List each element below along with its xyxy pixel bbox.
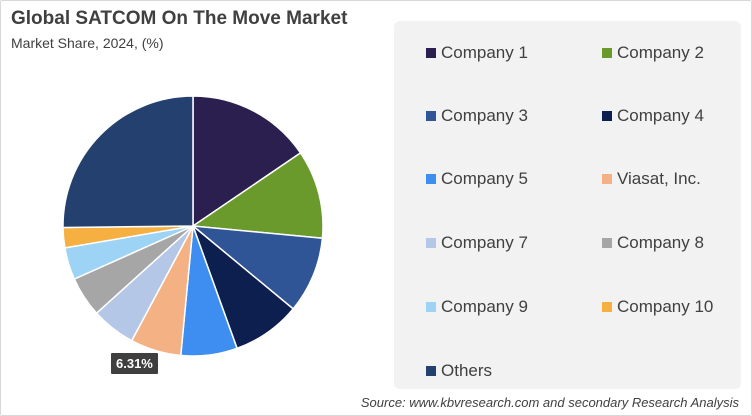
pie-chart [62, 95, 324, 357]
legend-swatch [426, 238, 436, 248]
legend: Company 1 Company 2 Company 3 Company 4 Comp… [394, 21, 741, 389]
legend-item-company-5: Company 5 [426, 169, 528, 189]
legend-item-company-9: Company 9 [426, 297, 528, 317]
legend-swatch [602, 111, 612, 121]
pie-slice-company-2 [190, 151, 324, 240]
legend-item-company-3: Company 3 [426, 106, 528, 126]
legend-item-company-2: Company 2 [602, 43, 704, 63]
pie-slice-others [62, 95, 194, 229]
viasat-data-label: 6.31% [111, 353, 158, 374]
legend-swatch [426, 302, 436, 312]
legend-label: Viasat, Inc. [617, 169, 701, 188]
legend-swatch [602, 238, 612, 248]
chart-subtitle: Market Share, 2024, (%) [11, 35, 164, 51]
legend-swatch [426, 366, 436, 376]
legend-item-company-8: Company 8 [602, 233, 704, 253]
legend-item-company-1: Company 1 [426, 43, 528, 63]
legend-item-company-7: Company 7 [426, 233, 528, 253]
legend-label: Company 10 [617, 297, 714, 316]
pie-slice-company-3 [190, 225, 324, 310]
legend-label: Company 4 [617, 106, 704, 125]
pie-slice-company-1 [192, 95, 302, 228]
legend-item-company-4: Company 4 [602, 106, 704, 126]
source-note: Source: www.kbvresearch.com and secondar… [360, 395, 739, 410]
legend-label: Company 7 [441, 233, 528, 252]
legend-label: Company 2 [617, 43, 704, 62]
pie-slices [62, 95, 324, 357]
legend-swatch [426, 174, 436, 184]
legend-label: Company 9 [441, 297, 528, 316]
legend-item-others: Others [426, 361, 492, 381]
legend-swatch [602, 302, 612, 312]
legend-label: Company 3 [441, 106, 528, 125]
legend-swatch [426, 48, 436, 58]
legend-label: Company 1 [441, 43, 528, 62]
legend-item-viasat-inc: Viasat, Inc. [602, 169, 701, 189]
chart-title: Global SATCOM On The Move Market [11, 8, 348, 29]
legend-label: Company 8 [617, 233, 704, 252]
legend-label: Company 5 [441, 169, 528, 188]
legend-swatch [426, 111, 436, 121]
legend-item-company-10: Company 10 [602, 297, 713, 317]
legend-label: Others [441, 361, 493, 380]
legend-swatch [602, 48, 612, 58]
legend-swatch [602, 174, 612, 184]
